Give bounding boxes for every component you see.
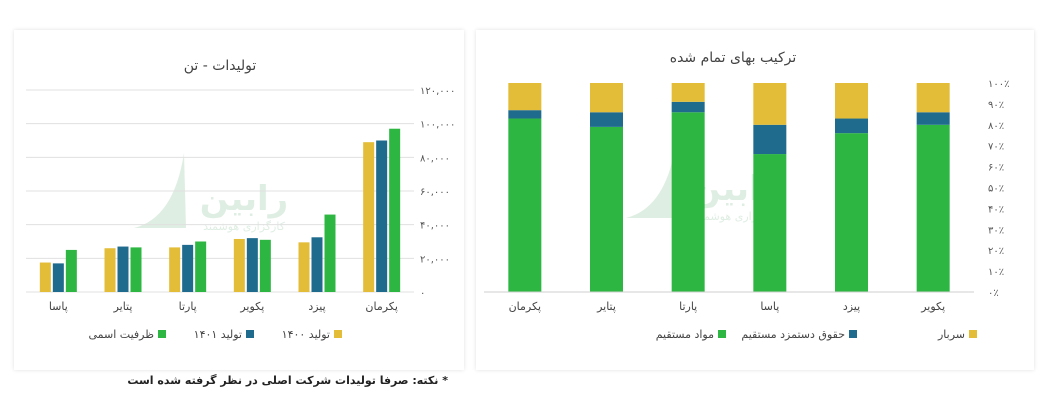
stacked-bar-segment	[590, 83, 623, 113]
bar	[52, 263, 64, 292]
legend-item: تولید ۱۴۰۰	[282, 328, 342, 341]
legend-item: مواد مستقیم	[656, 328, 726, 341]
bar	[363, 142, 375, 292]
y-tick-label: ۲۰٪	[988, 246, 1004, 257]
y-tick-label: ۶۰,۰۰۰	[420, 187, 450, 198]
bar	[376, 140, 388, 292]
stacked-bar-segment	[508, 118, 542, 292]
bar	[117, 246, 129, 292]
legend-item: تولید ۱۴۰۱	[194, 328, 254, 341]
y-tick-label: ۰٪	[988, 288, 999, 299]
x-category-label: پکویر	[239, 300, 264, 313]
bar	[324, 214, 336, 292]
chart-title: تولیدات - تن	[184, 58, 257, 74]
x-category-label: پکرمان	[509, 300, 542, 313]
legend-item: حقوق دستمزد مستقیم	[741, 328, 857, 341]
stacked-bar-segment	[671, 112, 705, 292]
bar	[311, 237, 323, 292]
stacked-bar-segment	[753, 154, 787, 292]
bar	[169, 247, 181, 292]
y-tick-label: ۵۰٪	[988, 184, 1004, 195]
legend-label: تولید ۱۴۰۰	[282, 328, 330, 341]
watermark-name: رابین	[200, 179, 288, 219]
stacked-bar-segment	[916, 83, 950, 113]
bar	[130, 247, 142, 292]
bar	[259, 239, 271, 292]
legend-swatch	[718, 330, 726, 338]
legend-item: سربار	[937, 328, 977, 341]
legend-swatch	[849, 330, 857, 338]
watermark-tagline: کارگزاری هوشمند	[203, 220, 286, 233]
stacked-bar-segment	[671, 83, 705, 102]
bar	[195, 241, 207, 292]
x-category-label: پتایر	[113, 300, 133, 313]
stacked-bar-segment	[835, 118, 868, 134]
legend-label: سربار	[937, 328, 965, 341]
stacked-bar-segment	[753, 83, 787, 125]
x-category-label: پاسا	[49, 300, 68, 313]
x-category-label: پیزد	[843, 300, 860, 313]
x-category-label: پیزد	[308, 300, 325, 313]
legend-label: مواد مستقیم	[656, 328, 714, 341]
cost-composition-chart-panel: رابین کارگزاری هوشمند ترکیب بهای تمام شده ۰…	[476, 30, 1034, 370]
x-category-label: پارتا	[179, 300, 197, 313]
bar	[389, 128, 401, 292]
y-tick-label: ۱۲۰,۰۰۰	[420, 86, 455, 97]
bar	[182, 244, 194, 292]
y-tick-label: ۴۰٪	[988, 204, 1004, 215]
bar	[298, 242, 310, 292]
bar	[233, 238, 245, 292]
y-tick-label: ۱۰٪	[988, 267, 1004, 278]
bar	[39, 262, 51, 292]
watermark-leaf-icon	[134, 153, 186, 228]
stacked-bar-segment	[835, 133, 868, 292]
stacked-bar-segment	[916, 112, 950, 125]
stacked-bar-segment	[671, 101, 705, 113]
y-tick-label: ۳۰٪	[988, 225, 1004, 236]
chart-title: ترکیب بهای تمام شده	[670, 50, 797, 66]
stacked-bar-segment	[508, 110, 542, 119]
y-tick-label: ۴۰,۰۰۰	[420, 221, 450, 232]
legend-label: تولید ۱۴۰۱	[194, 328, 242, 341]
stacked-bar-segment	[916, 124, 950, 292]
x-category-label: پکرمان	[365, 300, 398, 313]
stacked-bar-segment	[508, 83, 542, 111]
y-tick-label: ۹۰٪	[988, 100, 1004, 111]
x-category-label: پارتا	[679, 300, 697, 313]
y-tick-label: ۸۰٪	[988, 121, 1004, 132]
y-tick-label: ۸۰,۰۰۰	[420, 153, 450, 164]
legend-label: ظرفیت اسمی	[88, 328, 154, 341]
x-category-label: پاسا	[760, 300, 779, 313]
x-category-label: پتایر	[596, 300, 616, 313]
bar	[104, 248, 116, 292]
y-tick-label: ۷۰٪	[988, 142, 1004, 153]
y-tick-label: ۶۰٪	[988, 163, 1004, 174]
stacked-bar-segment	[835, 83, 868, 119]
stacked-bar-segment	[590, 112, 623, 127]
y-tick-label: ۲۰,۰۰۰	[420, 254, 450, 265]
stacked-bar-segment	[753, 124, 787, 155]
legend-item: ظرفیت اسمی	[88, 328, 166, 341]
legend-swatch	[334, 330, 342, 338]
watermark-leaf-icon	[626, 143, 678, 218]
legend-swatch	[158, 330, 166, 338]
bar	[246, 238, 258, 292]
y-tick-label: ۰	[420, 288, 425, 299]
legend-swatch	[969, 330, 977, 338]
legend-label: حقوق دستمزد مستقیم	[741, 328, 845, 341]
footnote: * نکته: صرفا تولیدات شرکت اصلی در نظر گر…	[127, 374, 448, 387]
bar	[65, 249, 77, 292]
legend-swatch	[246, 330, 254, 338]
y-tick-label: ۱۰۰,۰۰۰	[420, 120, 455, 131]
y-tick-label: ۱۰۰٪	[988, 79, 1009, 90]
stacked-bar-segment	[590, 126, 623, 292]
production-chart-panel: رابین کارگزاری هوشمند تولیدات - تن ۰ ۲۰,۰۰۰ ۴…	[14, 30, 464, 370]
x-category-label: پکویر	[920, 300, 945, 313]
